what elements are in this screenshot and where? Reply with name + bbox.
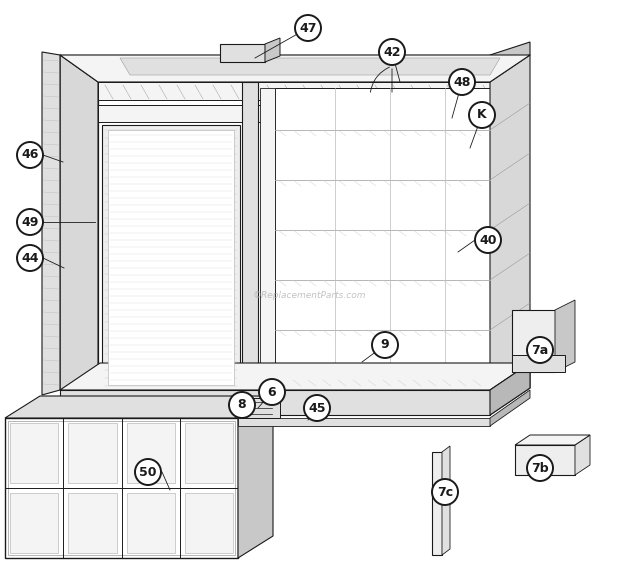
Polygon shape <box>490 390 530 426</box>
Circle shape <box>475 227 501 253</box>
Polygon shape <box>98 82 490 100</box>
Polygon shape <box>60 363 530 390</box>
Polygon shape <box>220 44 265 62</box>
Polygon shape <box>5 418 238 558</box>
Polygon shape <box>490 363 530 415</box>
Polygon shape <box>265 38 280 62</box>
Text: 50: 50 <box>140 466 157 479</box>
Polygon shape <box>42 52 60 395</box>
Polygon shape <box>60 390 490 415</box>
Polygon shape <box>515 435 590 445</box>
Circle shape <box>304 395 330 421</box>
Polygon shape <box>575 435 590 475</box>
Text: 7a: 7a <box>531 343 549 356</box>
Polygon shape <box>242 82 258 415</box>
Circle shape <box>432 479 458 505</box>
Polygon shape <box>185 493 233 553</box>
Polygon shape <box>80 82 98 395</box>
Circle shape <box>259 379 285 405</box>
Text: 8: 8 <box>237 398 246 412</box>
Text: 40: 40 <box>479 234 497 246</box>
Polygon shape <box>238 396 273 558</box>
Polygon shape <box>60 55 98 390</box>
Circle shape <box>449 69 475 95</box>
Circle shape <box>379 39 405 65</box>
Polygon shape <box>490 42 530 68</box>
Polygon shape <box>60 68 78 390</box>
Text: 48: 48 <box>453 76 471 88</box>
Polygon shape <box>60 55 490 68</box>
Circle shape <box>17 245 43 271</box>
Polygon shape <box>10 493 58 553</box>
Text: 6: 6 <box>268 386 277 398</box>
Polygon shape <box>120 58 500 75</box>
Polygon shape <box>108 130 234 385</box>
Circle shape <box>229 392 255 418</box>
Polygon shape <box>490 55 530 415</box>
Polygon shape <box>102 125 240 390</box>
Circle shape <box>469 102 495 128</box>
Text: 45: 45 <box>308 401 326 414</box>
Polygon shape <box>260 88 275 412</box>
Polygon shape <box>512 310 555 372</box>
Circle shape <box>135 459 161 485</box>
Polygon shape <box>5 396 273 418</box>
Polygon shape <box>60 55 530 82</box>
Polygon shape <box>126 423 175 483</box>
Circle shape <box>527 455 553 481</box>
Text: 42: 42 <box>383 45 401 59</box>
Text: 46: 46 <box>21 149 38 161</box>
Circle shape <box>17 209 43 235</box>
Polygon shape <box>98 82 490 395</box>
Text: ©ReplacementParts.com: ©ReplacementParts.com <box>253 290 367 300</box>
Circle shape <box>17 142 43 168</box>
Text: 44: 44 <box>21 251 38 265</box>
Text: 49: 49 <box>21 215 38 228</box>
Text: K: K <box>477 108 487 122</box>
Polygon shape <box>126 493 175 553</box>
Circle shape <box>372 332 398 358</box>
Text: 9: 9 <box>381 339 389 351</box>
Text: 7b: 7b <box>531 461 549 475</box>
Polygon shape <box>555 300 575 372</box>
Polygon shape <box>68 493 117 553</box>
Polygon shape <box>442 446 450 555</box>
Polygon shape <box>512 355 565 372</box>
Polygon shape <box>185 423 233 483</box>
Circle shape <box>527 337 553 363</box>
Polygon shape <box>68 423 117 483</box>
Polygon shape <box>515 445 575 475</box>
Polygon shape <box>10 423 58 483</box>
Polygon shape <box>98 105 490 122</box>
Circle shape <box>295 15 321 41</box>
Polygon shape <box>275 88 490 415</box>
Polygon shape <box>60 68 490 82</box>
Text: 7c: 7c <box>437 486 453 498</box>
Polygon shape <box>432 452 442 555</box>
Text: 47: 47 <box>299 21 317 34</box>
Polygon shape <box>238 418 490 426</box>
Polygon shape <box>240 398 280 418</box>
